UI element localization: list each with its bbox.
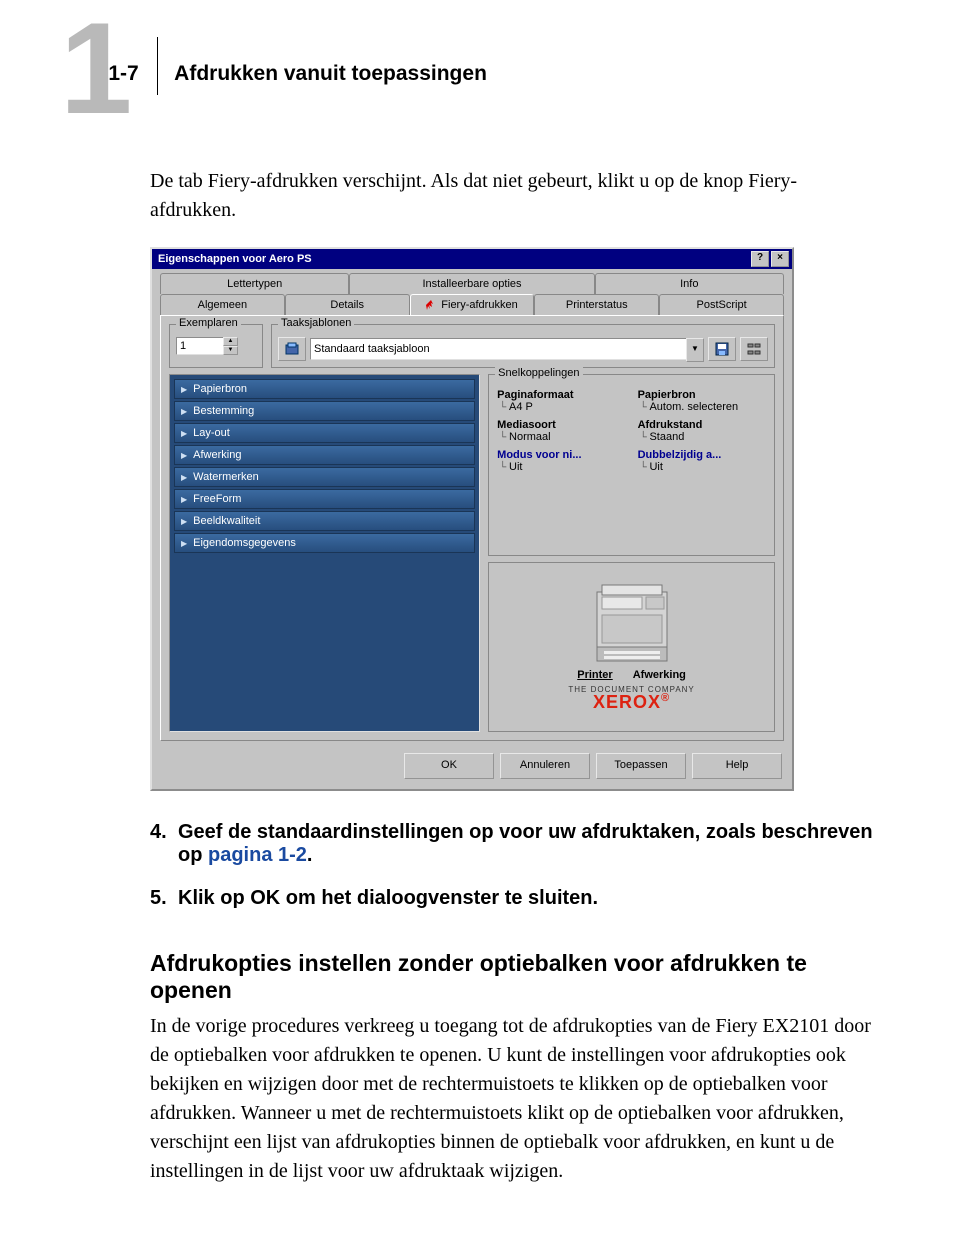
close-button[interactable]: × <box>771 251 789 267</box>
apply-button[interactable]: Toepassen <box>596 753 686 779</box>
preview-tab-afwerking[interactable]: Afwerking <box>633 669 686 681</box>
snel-item-value: Normaal <box>497 431 625 443</box>
option-bars-panel: Papierbron Bestemming Lay-out Afwerking … <box>169 374 480 732</box>
step-number: 5. <box>150 887 178 910</box>
body-paragraph: In de vorige procedures verkreeg u toega… <box>150 1012 880 1186</box>
preview-tab-printer[interactable]: Printer <box>577 669 612 681</box>
optbar-afwerking[interactable]: Afwerking <box>174 445 475 465</box>
tab-info[interactable]: Info <box>595 273 784 294</box>
group-taaksjablonen: Taaksjablonen Standaard taaksjabloon ▼ <box>271 324 775 368</box>
snel-item-label: Modus voor ni... <box>497 449 625 461</box>
group-snelkoppelingen: Snelkoppelingen PaginaformaatA4 PPapierb… <box>488 374 775 556</box>
snel-item[interactable]: MediasoortNormaal <box>497 419 625 443</box>
tab-lettertypen[interactable]: Lettertypen <box>160 273 349 294</box>
taaksjablonen-value: Standaard taaksjabloon <box>310 338 687 360</box>
tab-algemeen[interactable]: Algemeen <box>160 294 285 315</box>
tab-printerstatus[interactable]: Printerstatus <box>534 294 659 315</box>
optbar-freeform[interactable]: FreeForm <box>174 489 475 509</box>
snel-item-label: Afdrukstand <box>638 419 766 431</box>
help-button[interactable]: ? <box>751 251 769 267</box>
page-header: 1 1-7 Afdrukken vanuit toepassingen <box>60 30 880 127</box>
subheading: Afdrukopties instellen zonder optiebalke… <box>150 950 880 1004</box>
chapter-title: Afdrukken vanuit toepassingen <box>174 62 487 86</box>
save-template-button[interactable] <box>708 337 736 361</box>
dialog-buttons: OK Annuleren Toepassen Help <box>152 747 792 789</box>
tabs-row-2: Algemeen Details Fiery-afdrukken Printer… <box>152 294 792 315</box>
dialog-screenshot: Eigenschappen voor Aero PS ? × Lettertyp… <box>150 247 880 791</box>
dialog-title: Eigenschappen voor Aero PS <box>155 253 749 265</box>
snelkoppelingen-label: Snelkoppelingen <box>495 367 582 379</box>
step-item: 5.Klik op OK om het dialoogvenster te sl… <box>150 887 880 910</box>
optbar-eigendomsgegevens[interactable]: Eigendomsgegevens <box>174 533 475 553</box>
optbar-bestemming[interactable]: Bestemming <box>174 401 475 421</box>
intro-paragraph: De tab Fiery-afdrukken verschijnt. Als d… <box>150 167 880 225</box>
tab-installeerbare-opties[interactable]: Installeerbare opties <box>349 273 594 294</box>
optbar-papierbron[interactable]: Papierbron <box>174 379 475 399</box>
snel-item-value: A4 P <box>497 401 625 413</box>
settings-template-button[interactable] <box>740 337 768 361</box>
optbar-watermerken[interactable]: Watermerken <box>174 467 475 487</box>
group-preview: Printer Afwerking THE DOCUMENT COMPANY X… <box>488 562 775 732</box>
step-list: 4.Geef de standaardinstellingen op voor … <box>150 821 880 910</box>
tab-fiery-afdrukken[interactable]: Fiery-afdrukken <box>410 294 535 315</box>
brand-logo: XEROX® <box>495 692 768 713</box>
printer-preview-image <box>572 577 692 667</box>
exemplaren-input[interactable]: 1 <box>176 337 224 355</box>
taaksjablonen-label: Taaksjablonen <box>278 317 354 329</box>
tab-postscript[interactable]: PostScript <box>659 294 784 315</box>
snel-item-value: Uit <box>638 461 766 473</box>
cancel-button[interactable]: Annuleren <box>500 753 590 779</box>
combo-arrow-icon[interactable]: ▼ <box>686 338 704 362</box>
header-separator <box>157 37 159 95</box>
tabs-row-1: Lettertypen Installeerbare opties Info <box>152 269 792 294</box>
snel-item-value: Uit <box>497 461 625 473</box>
titlebar: Eigenschappen voor Aero PS ? × <box>152 249 792 269</box>
snel-item[interactable]: Modus voor ni...Uit <box>497 449 625 473</box>
snel-item-value: Staand <box>638 431 766 443</box>
snel-item[interactable]: Dubbelzijdig a...Uit <box>638 449 766 473</box>
exemplaren-spinner[interactable]: ▲▼ <box>223 337 238 355</box>
step-text: Klik op OK om het dialoogvenster te slui… <box>178 887 598 910</box>
snel-item-label: Mediasoort <box>497 419 625 431</box>
template-icon-button[interactable] <box>278 337 306 361</box>
page-sequence: 1-7 <box>108 62 138 86</box>
step-number: 4. <box>150 821 178 867</box>
optbar-layout[interactable]: Lay-out <box>174 423 475 443</box>
snel-item-value: Autom. selecteren <box>638 401 766 413</box>
tab-fiery-label: Fiery-afdrukken <box>441 299 517 311</box>
snel-item[interactable]: AfdrukstandStaand <box>638 419 766 443</box>
snel-item-label: Papierbron <box>638 389 766 401</box>
optbar-beeldkwaliteit[interactable]: Beeldkwaliteit <box>174 511 475 531</box>
snel-item-label: Paginaformaat <box>497 389 625 401</box>
tab-pane: Exemplaren 1 ▲▼ Taaksjablonen <box>160 315 784 741</box>
ok-button[interactable]: OK <box>404 753 494 779</box>
snel-item[interactable]: PapierbronAutom. selecteren <box>638 389 766 413</box>
help-button-bottom[interactable]: Help <box>692 753 782 779</box>
snel-item[interactable]: PaginaformaatA4 P <box>497 389 625 413</box>
exemplaren-label: Exemplaren <box>176 317 241 329</box>
group-exemplaren: Exemplaren 1 ▲▼ <box>169 324 263 368</box>
step-item: 4.Geef de standaardinstellingen op voor … <box>150 821 880 867</box>
step-text: Geef de standaardinstellingen op voor uw… <box>178 821 880 867</box>
snel-item-label: Dubbelzijdig a... <box>638 449 766 461</box>
page-link[interactable]: pagina 1-2 <box>208 844 307 866</box>
tab-details[interactable]: Details <box>285 294 410 315</box>
fiery-icon <box>426 300 436 310</box>
taaksjablonen-combo[interactable]: Standaard taaksjabloon ▼ <box>310 338 704 360</box>
